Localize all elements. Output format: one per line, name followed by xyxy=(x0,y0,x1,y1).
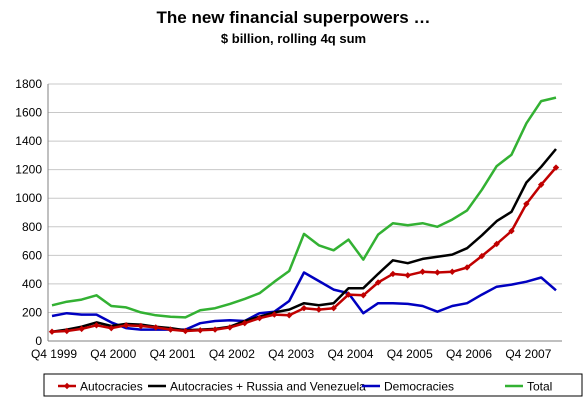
data-point xyxy=(508,227,515,235)
data-point xyxy=(523,200,530,208)
data-point xyxy=(63,327,71,335)
data-point xyxy=(330,304,337,312)
data-point xyxy=(493,240,500,248)
data-point xyxy=(537,181,545,188)
data-point xyxy=(256,314,263,322)
y-tick-label: 1800 xyxy=(15,77,42,91)
x-tick-label: Q4 2000 xyxy=(90,347,136,361)
grid-lines xyxy=(47,83,562,342)
data-point xyxy=(241,319,248,327)
chart-subtitle: $ billion, rolling 4q sum xyxy=(220,31,367,46)
data-point xyxy=(108,324,115,332)
y-tick-label: 600 xyxy=(22,248,42,262)
data-point xyxy=(167,326,174,333)
x-tick-label: Q4 2005 xyxy=(387,347,433,361)
x-tick-label: Q4 2006 xyxy=(446,347,492,361)
data-point xyxy=(404,272,411,279)
x-axis: Q4 1999 Q4 2000 Q4 2001 Q4 2002 Q4 2003 Q4 20… xyxy=(31,347,552,361)
data-point xyxy=(449,268,456,275)
data-point xyxy=(152,324,159,331)
y-tick-label: 400 xyxy=(22,277,42,291)
chart-title: The new financial superpowers … xyxy=(156,8,431,27)
legend-label: Autocracies + Russia and Venezuela xyxy=(170,380,366,394)
data-point xyxy=(78,325,85,333)
data-point xyxy=(434,269,441,276)
legend-label: Democracies xyxy=(384,380,454,394)
data-point xyxy=(300,304,308,312)
series-line xyxy=(51,148,557,333)
data-point xyxy=(93,322,100,329)
y-tick-label: 1000 xyxy=(15,191,42,205)
legend-box xyxy=(43,373,583,397)
x-tick-label: Q4 2004 xyxy=(327,347,373,361)
series-line xyxy=(51,271,557,331)
data-point xyxy=(122,322,130,329)
y-tick-label: 1600 xyxy=(15,106,42,120)
data-point xyxy=(315,306,323,313)
data-point xyxy=(552,164,560,171)
x-tick-label: Q4 2003 xyxy=(268,347,314,361)
y-tick-label: 1200 xyxy=(15,163,42,177)
data-point xyxy=(197,327,204,334)
legend-marker xyxy=(63,382,71,390)
x-tick-label: Q4 1999 xyxy=(31,347,77,361)
x-tick-label: Q4 2002 xyxy=(209,347,255,361)
data-point xyxy=(389,270,397,278)
y-axis: 0 200 400 600 800 1000 1200 1400 1600 1800 xyxy=(15,77,42,348)
data-point xyxy=(345,291,352,298)
data-point xyxy=(478,252,486,260)
legend: Autocracies Autocracies + Russia and Vene… xyxy=(43,373,583,397)
y-tick-label: 0 xyxy=(35,334,42,348)
series-lines xyxy=(48,96,560,335)
x-tick-label: Q4 2007 xyxy=(505,347,551,361)
y-tick-label: 200 xyxy=(22,305,42,319)
data-point xyxy=(137,322,145,330)
data-point xyxy=(226,324,234,331)
data-point xyxy=(374,279,382,286)
data-point xyxy=(182,327,189,335)
data-point xyxy=(463,264,471,271)
data-point xyxy=(48,328,56,335)
data-point xyxy=(211,326,219,333)
data-point xyxy=(285,312,293,319)
y-tick-label: 800 xyxy=(22,220,42,234)
data-point xyxy=(271,311,278,318)
x-tick-label: Q4 2001 xyxy=(150,347,196,361)
series-line xyxy=(51,96,557,319)
legend-label: Total xyxy=(527,380,552,394)
data-point xyxy=(419,268,426,275)
data-point xyxy=(360,292,367,299)
y-tick-label: 1400 xyxy=(15,134,42,148)
legend-label: Autocracies xyxy=(80,380,143,394)
